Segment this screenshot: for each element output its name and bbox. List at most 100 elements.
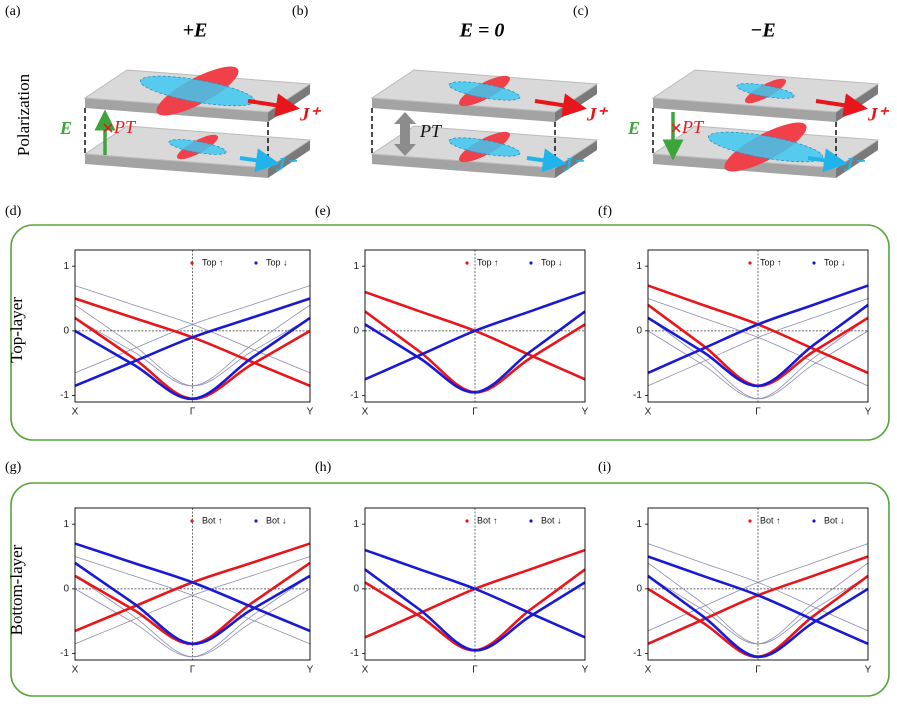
orbital-cyan xyxy=(736,83,795,99)
top-layer-frame xyxy=(10,224,890,441)
band xyxy=(74,297,311,388)
slab-front xyxy=(372,154,555,178)
panel-label: (b) xyxy=(292,4,309,19)
panel-label: (a) xyxy=(5,4,21,19)
legend-marker xyxy=(529,519,533,523)
orbital-cyan xyxy=(448,81,521,101)
background-band xyxy=(74,575,311,658)
legend-marker xyxy=(529,261,533,265)
panel-label: (d) xyxy=(5,204,22,219)
x-tick-label: X xyxy=(362,665,369,676)
axes-frame xyxy=(364,249,586,403)
row-label: Polarization xyxy=(14,73,33,156)
pt-arrow xyxy=(394,112,416,156)
axes-frame xyxy=(647,249,869,403)
legend-label: Top ↓ xyxy=(266,257,288,267)
y-tick-label: 1 xyxy=(636,519,642,530)
y-tick-label: -1 xyxy=(60,648,69,659)
pt-label: PT xyxy=(419,121,443,141)
field-label: E xyxy=(627,118,640,138)
current-arrow xyxy=(247,93,300,118)
x-tick-label: Y xyxy=(582,665,589,676)
j-minus: J⁻ xyxy=(843,154,866,175)
background-band xyxy=(647,543,869,632)
bottom-layer-frame xyxy=(10,482,890,697)
legend-marker xyxy=(748,519,752,523)
j-minus: J⁻ xyxy=(562,154,585,175)
axes-frame xyxy=(74,507,311,661)
row-label: Top-layer xyxy=(7,297,26,363)
y-tick-label: 0 xyxy=(353,325,359,336)
legend-label: Bot ↓ xyxy=(541,515,562,525)
j-plus: J⁺ xyxy=(867,104,890,125)
panel-label: (i) xyxy=(598,460,612,475)
y-tick-label: 0 xyxy=(636,583,642,594)
y-tick-label: -1 xyxy=(350,648,359,659)
background-band xyxy=(647,562,869,645)
x-tick-label: Γ xyxy=(190,407,196,418)
legend-label: Bot ↑ xyxy=(760,515,781,525)
y-tick-label: 0 xyxy=(63,583,69,594)
x-tick-label: Γ xyxy=(755,407,761,418)
j-minus: J⁻ xyxy=(275,154,298,175)
panel-title: +E xyxy=(183,20,208,42)
legend-label: Top ↓ xyxy=(824,257,846,267)
x-tick-label: X xyxy=(362,407,369,418)
x-tick-label: Y xyxy=(582,407,589,418)
y-tick-label: 0 xyxy=(63,325,69,336)
pt-label: PT xyxy=(113,117,137,137)
legend-marker xyxy=(812,519,816,523)
orbital-cyan xyxy=(448,137,521,157)
background-band xyxy=(74,304,311,387)
y-tick-label: -1 xyxy=(350,390,359,401)
y-tick-label: 1 xyxy=(636,261,642,272)
x-tick-label: Γ xyxy=(472,665,478,676)
band xyxy=(74,542,311,633)
legend-marker xyxy=(254,261,258,265)
background-band xyxy=(647,317,869,400)
y-tick-label: 0 xyxy=(353,583,359,594)
panel-label: (f) xyxy=(598,204,612,219)
current-arrow xyxy=(815,93,868,118)
current-arrow xyxy=(534,93,587,118)
panel-label: (c) xyxy=(573,4,589,19)
band xyxy=(647,303,869,388)
band xyxy=(74,561,311,646)
slab-front xyxy=(85,154,268,178)
x-tick-label: Y xyxy=(307,407,314,418)
background-band xyxy=(647,298,869,387)
y-tick-label: 1 xyxy=(353,519,359,530)
x-tick-label: X xyxy=(72,407,79,418)
orbital-cyan xyxy=(168,139,227,155)
y-tick-label: -1 xyxy=(633,648,642,659)
row-label: Bottom-layer xyxy=(7,544,26,635)
y-tick-label: -1 xyxy=(60,390,69,401)
panel-label: (e) xyxy=(315,204,331,219)
legend-marker xyxy=(748,261,752,265)
legend-marker xyxy=(190,261,194,265)
legend-label: Bot ↓ xyxy=(824,515,845,525)
legend-label: Bot ↑ xyxy=(202,515,223,525)
axes-frame xyxy=(647,507,869,661)
legend-marker xyxy=(254,519,258,523)
legend-label: Bot ↓ xyxy=(266,515,287,525)
x-tick-label: Y xyxy=(865,407,872,418)
slab-front xyxy=(372,98,555,122)
background-band xyxy=(74,285,311,374)
legend-marker xyxy=(812,261,816,265)
legend-label: Top ↓ xyxy=(541,257,563,267)
y-tick-label: 1 xyxy=(353,261,359,272)
legend-marker xyxy=(190,519,194,523)
slab-front xyxy=(653,98,836,122)
x-tick-label: X xyxy=(645,407,652,418)
x-tick-label: Y xyxy=(865,665,872,676)
x-tick-label: X xyxy=(645,665,652,676)
panel-label: (h) xyxy=(315,460,332,475)
y-tick-label: 0 xyxy=(636,325,642,336)
y-tick-label: -1 xyxy=(633,390,642,401)
band xyxy=(364,310,586,394)
y-tick-label: 1 xyxy=(63,519,69,530)
axes-frame xyxy=(74,249,311,403)
axes-frame xyxy=(364,507,586,661)
